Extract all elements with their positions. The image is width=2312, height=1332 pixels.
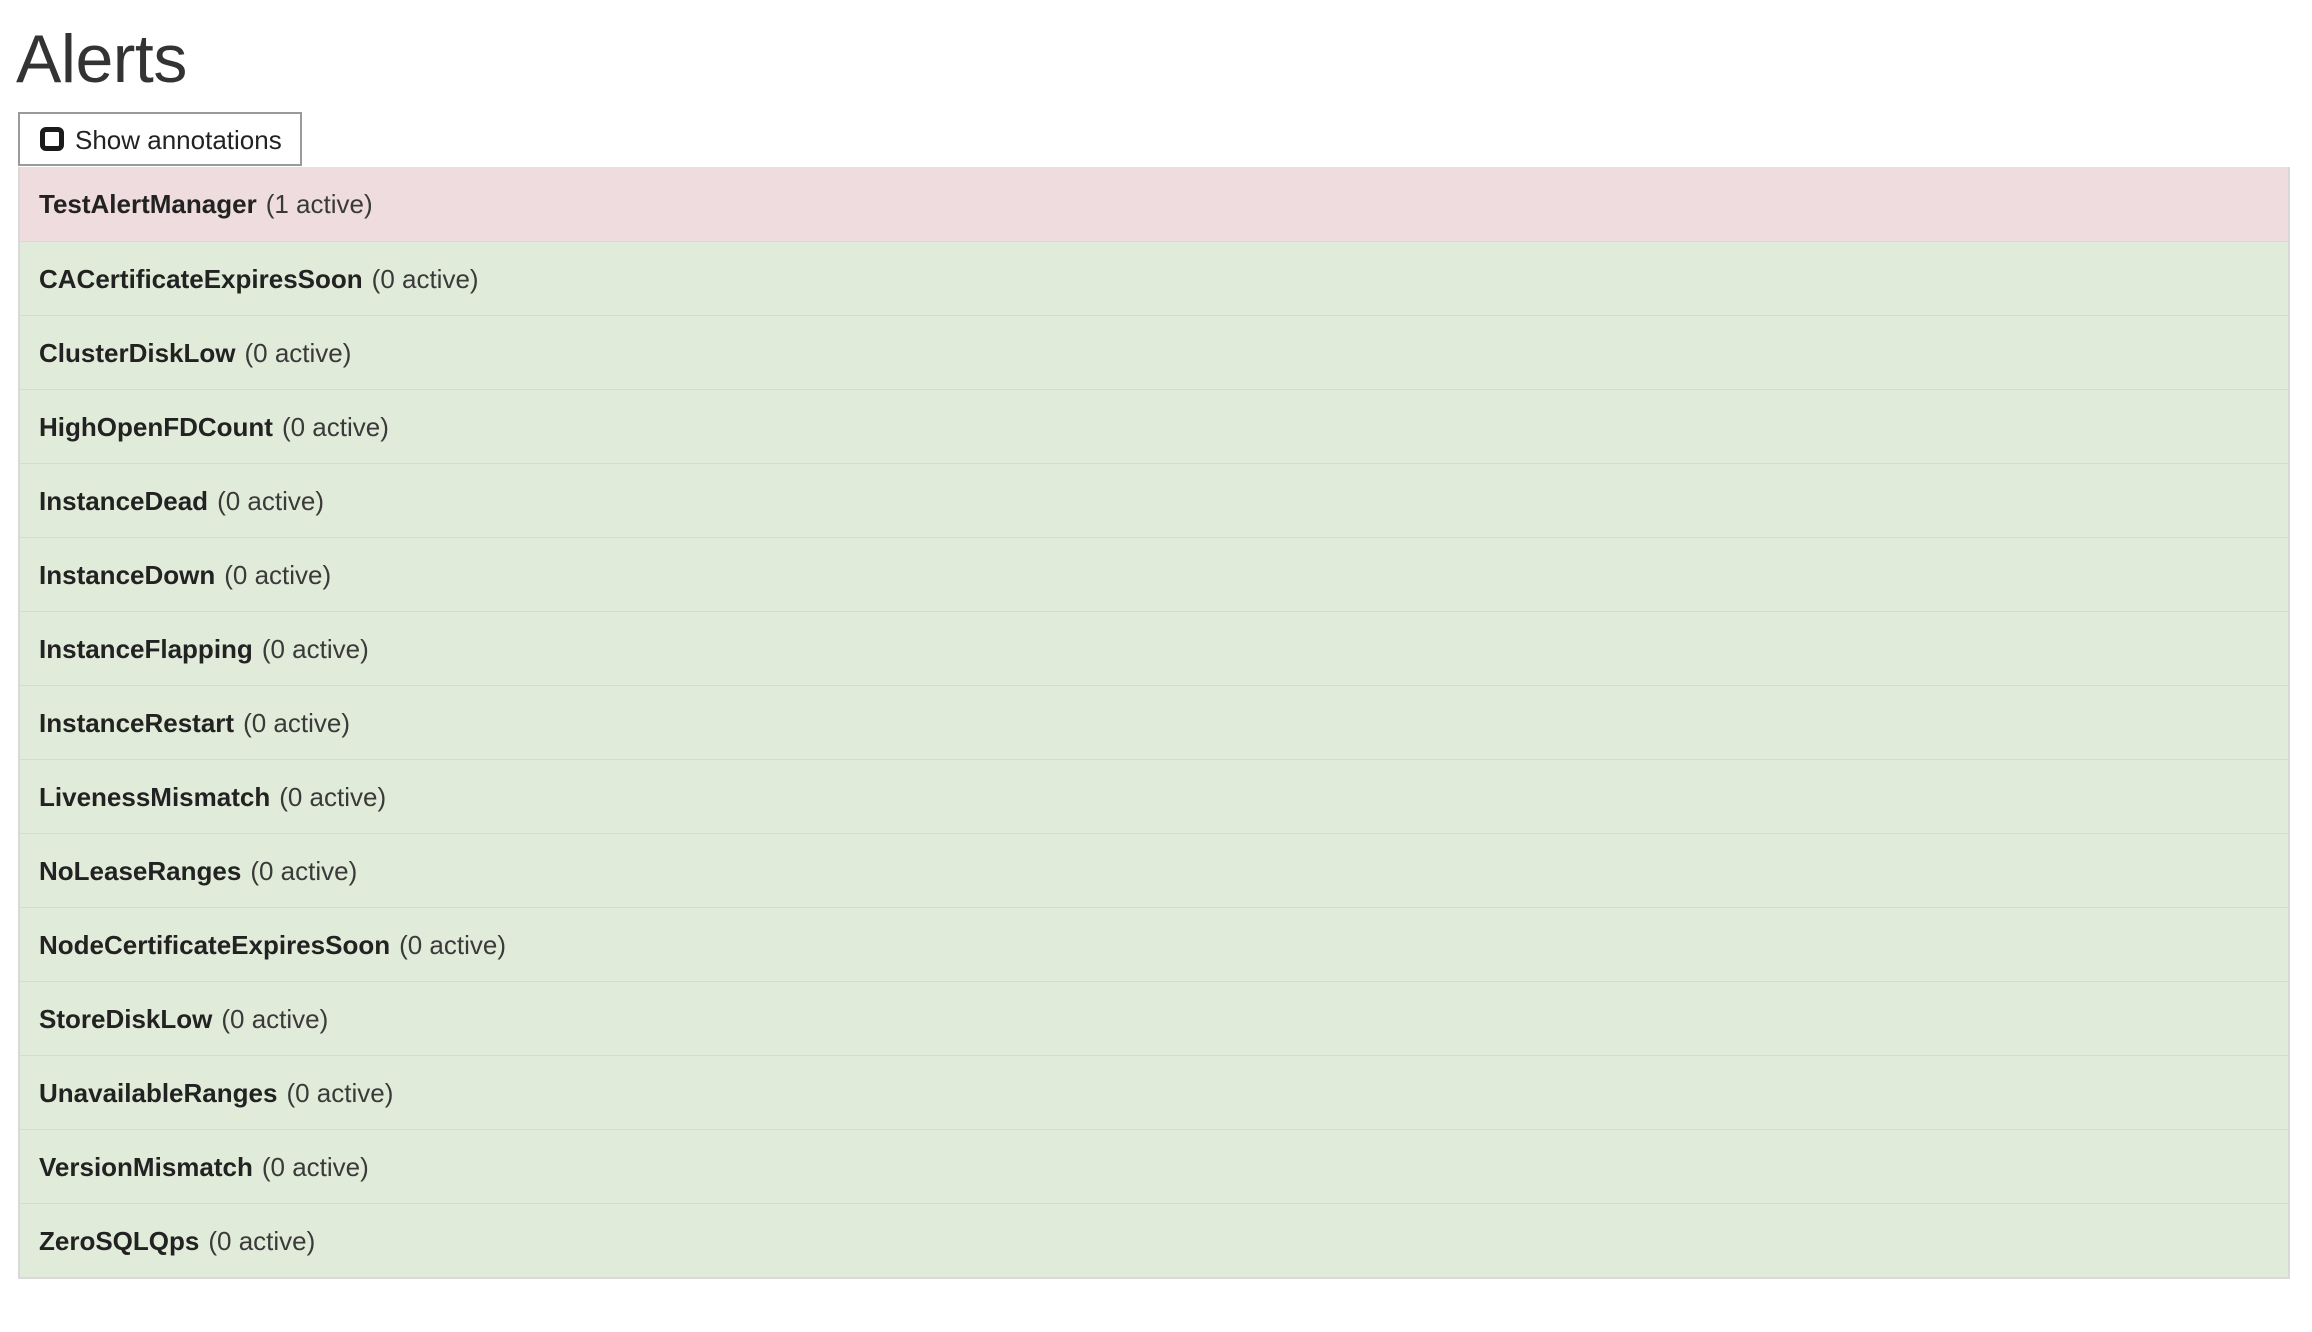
alert-name: VersionMismatch [39,1151,253,1182]
alert-name: StoreDiskLow [39,1003,213,1034]
alert-active-count: (0 active) [208,1225,316,1256]
alert-active-count: (0 active) [281,411,389,442]
toolbar: Show annotations [0,96,2312,166]
alert-row[interactable]: InstanceDead (0 active) [20,463,2288,537]
alert-row[interactable]: InstanceFlapping (0 active) [20,611,2288,685]
alert-name: NoLeaseRanges [39,855,242,886]
alert-name: ClusterDiskLow [39,337,236,368]
alert-row[interactable]: UnavailableRanges (0 active) [20,1055,2288,1129]
alert-active-count: (0 active) [221,1003,329,1034]
alert-active-count: (0 active) [399,929,507,960]
alert-active-count: (0 active) [243,707,350,738]
alert-row[interactable]: HighOpenFDCount (0 active) [20,389,2288,463]
alert-row[interactable]: InstanceDown (0 active) [20,537,2288,611]
alert-row[interactable]: LivenessMismatch (0 active) [20,759,2288,833]
alert-name: ZeroSQLQps [39,1225,200,1256]
alert-active-count: (0 active) [286,1077,394,1108]
alert-active-count: (0 active) [371,263,479,294]
alert-name: TestAlertManager [39,189,257,219]
alert-row[interactable]: CACertificateExpiresSoon (0 active) [20,241,2288,315]
alert-name: HighOpenFDCount [39,411,273,442]
alert-active-count: (0 active) [250,855,358,886]
alert-row[interactable]: ZeroSQLQps (0 active) [20,1203,2288,1277]
alert-name: NodeCertificateExpiresSoon [39,929,391,960]
alert-name: InstanceRestart [39,707,235,738]
alert-name: InstanceFlapping [39,633,253,664]
alert-name: InstanceDown [39,559,216,590]
alert-row[interactable]: StoreDiskLow (0 active) [20,981,2288,1055]
alert-row[interactable]: ClusterDiskLow (0 active) [20,315,2288,389]
alert-name: InstanceDead [39,485,209,516]
alert-active-count: (0 active) [279,781,387,812]
alert-active-count: (0 active) [244,337,352,368]
alert-name: CACertificateExpiresSoon [39,263,363,294]
alert-active-count: (0 active) [224,559,332,590]
alert-row[interactable]: InstanceRestart (0 active) [20,685,2288,759]
alert-active-count: (0 active) [261,1151,369,1182]
alert-row[interactable]: NodeCertificateExpiresSoon (0 active) [20,907,2288,981]
alert-active-count: (0 active) [217,485,324,516]
alert-row[interactable]: TestAlertManager (1 active) [20,167,2288,241]
alert-row[interactable]: NoLeaseRanges (0 active) [20,833,2288,907]
alert-active-count: (0 active) [261,633,369,664]
alert-row[interactable]: VersionMismatch (0 active) [20,1129,2288,1203]
show-annotations-label: Show annotations [75,125,282,155]
unchecked-square-icon [40,127,64,151]
alert-name: UnavailableRanges [39,1077,278,1108]
alert-name: LivenessMismatch [39,781,271,812]
alert-list: TestAlertManager (1 active) CACertificateE… [18,167,2290,1279]
page-title: Alerts [16,21,187,97]
alert-active-count: (1 active) [265,189,373,219]
show-annotations-button[interactable]: Show annotations [18,112,302,166]
